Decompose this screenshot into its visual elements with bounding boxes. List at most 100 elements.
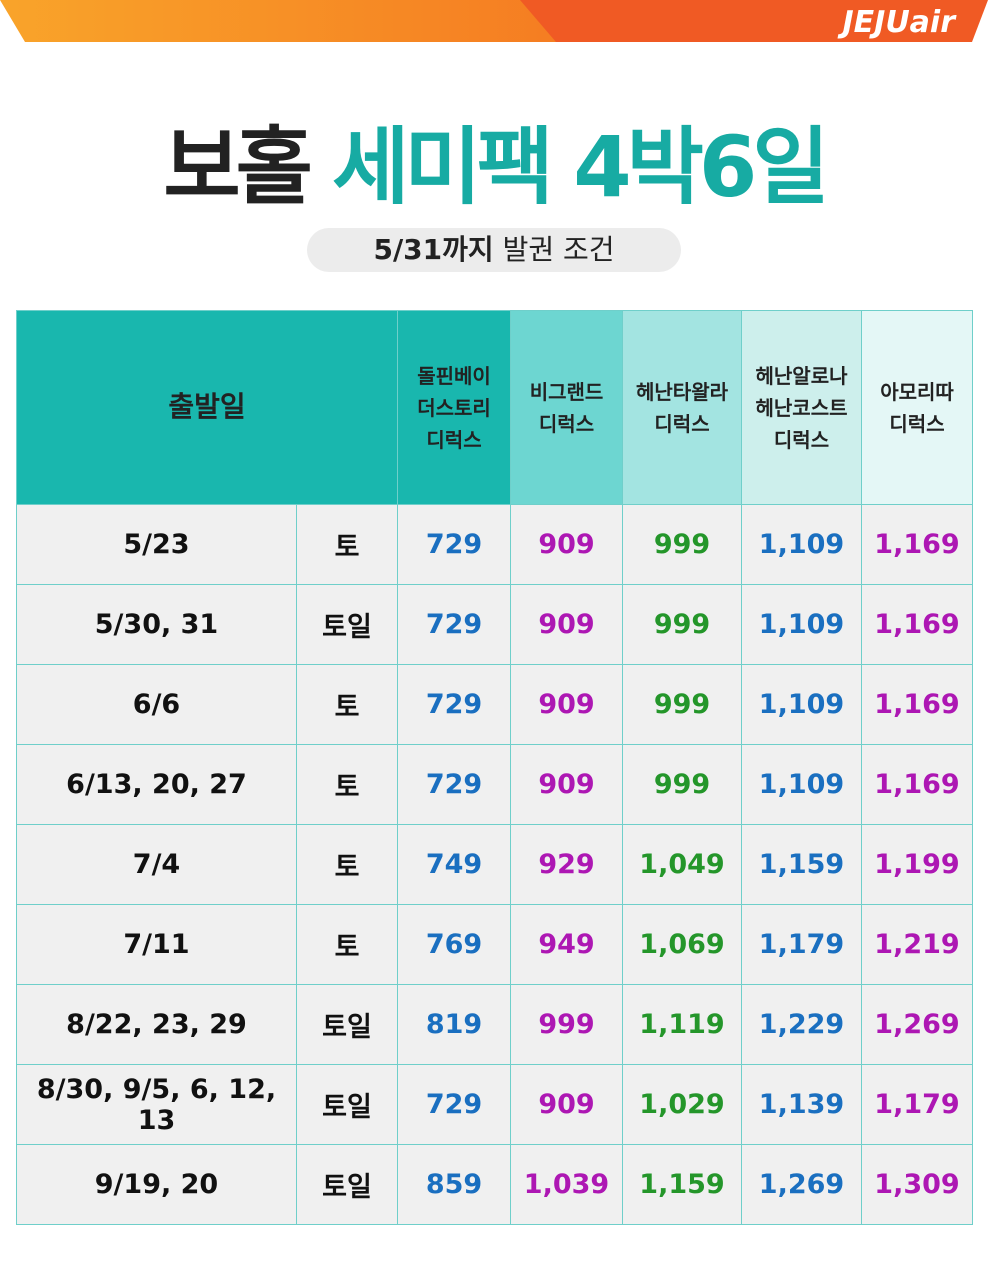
price-table: 출발일 돌핀베이 더스토리 디럭스 비그랜드 디럭스 헤난타왈라 디럭스 헤난알로나 헤난코스트 디… xyxy=(16,310,973,1225)
price-cell: 1,119 xyxy=(622,984,742,1065)
date-cell: 6/6 xyxy=(16,664,297,745)
table-row: 7/11 토 769 949 1,069 1,179 1,219 xyxy=(16,904,973,985)
table-row: 6/6 토 729 909 999 1,109 1,169 xyxy=(16,664,973,745)
table-row: 8/30, 9/5, 6, 12, 13 토일 729 909 1,029 1,139 1,… xyxy=(16,1064,973,1145)
date-cell: 7/4 xyxy=(16,824,297,905)
date-cell: 9/19, 20 xyxy=(16,1144,297,1225)
banner-brand-bg xyxy=(520,0,988,42)
price-cell: 729 xyxy=(397,504,511,585)
price-cell: 729 xyxy=(397,664,511,745)
header-cell: 출발일 xyxy=(16,310,398,505)
price-cell: 749 xyxy=(397,824,511,905)
date-cell: 7/11 xyxy=(16,904,297,985)
price-cell: 1,159 xyxy=(622,1144,742,1225)
subtitle: 5/31까지 발권 조건 xyxy=(307,228,681,272)
title-part: 세미팩 4박6일 xyxy=(332,118,830,216)
header-line: 디럭스 xyxy=(538,411,595,436)
day-cell: 토 xyxy=(296,904,398,985)
header-line: 디럭스 xyxy=(426,427,482,452)
table-row: 7/4 토 749 929 1,049 1,159 1,199 xyxy=(16,824,973,905)
price-cell: 999 xyxy=(510,984,623,1065)
table-row: 8/22, 23, 29 토일 819 999 1,119 1,229 1,269 xyxy=(16,984,973,1065)
price-cell: 1,069 xyxy=(622,904,742,985)
price-cell: 999 xyxy=(622,504,742,585)
table-row: 6/13, 20, 27 토 729 909 999 1,109 1,169 xyxy=(16,744,973,825)
price-cell: 1,109 xyxy=(741,664,862,745)
table-row: 5/30, 31 토일 729 909 999 1,109 1,169 xyxy=(16,584,973,665)
price-cell: 1,219 xyxy=(861,904,973,985)
day-cell: 토일 xyxy=(296,584,398,665)
header-line: 돌핀베이 xyxy=(417,363,491,388)
price-cell: 1,229 xyxy=(741,984,862,1065)
price-cell: 729 xyxy=(397,744,511,825)
banner-stripe xyxy=(0,0,560,42)
price-cell: 909 xyxy=(510,664,623,745)
title-part: 보홀 xyxy=(163,118,313,216)
price-cell: 1,169 xyxy=(861,664,973,745)
price-cell: 769 xyxy=(397,904,511,985)
price-cell: 949 xyxy=(510,904,623,985)
price-cell: 1,139 xyxy=(741,1064,862,1145)
day-cell: 토 xyxy=(296,744,398,825)
top-banner: JEJUair xyxy=(0,0,988,42)
price-cell: 999 xyxy=(622,664,742,745)
price-cell: 1,179 xyxy=(741,904,862,985)
header-line: 디럭스 xyxy=(773,427,830,452)
price-cell: 1,309 xyxy=(861,1144,973,1225)
price-cell: 1,049 xyxy=(622,824,742,905)
price-cell: 729 xyxy=(397,1064,511,1145)
date-cell: 8/30, 9/5, 6, 12, 13 xyxy=(16,1064,297,1145)
header-line: 헤난타왈라 xyxy=(636,379,728,404)
title: 보홀 세미팩 4박6일 xyxy=(0,100,988,221)
price-cell: 1,159 xyxy=(741,824,862,905)
price-cell: 999 xyxy=(622,744,742,825)
day-cell: 토일 xyxy=(296,1144,398,1225)
price-cell: 729 xyxy=(397,584,511,665)
day-cell: 토 xyxy=(296,824,398,905)
price-cell: 1,179 xyxy=(861,1064,973,1145)
day-cell: 토일 xyxy=(296,1064,398,1145)
header-line: 더스토리 xyxy=(417,395,491,420)
price-cell: 819 xyxy=(397,984,511,1065)
header-line: 헤난알로나 xyxy=(755,363,848,388)
day-cell: 토 xyxy=(296,664,398,745)
header-line: 헤난코스트 xyxy=(755,395,848,420)
price-cell: 1,269 xyxy=(861,984,973,1065)
price-cell: 929 xyxy=(510,824,623,905)
price-cell: 1,109 xyxy=(741,504,862,585)
table-row: 5/23 토 729 909 999 1,109 1,169 xyxy=(16,504,973,585)
price-cell: 909 xyxy=(510,1064,623,1145)
price-cell: 909 xyxy=(510,584,623,665)
price-cell: 909 xyxy=(510,504,623,585)
date-cell: 8/22, 23, 29 xyxy=(16,984,297,1065)
day-cell: 토 xyxy=(296,504,398,585)
price-cell: 1,109 xyxy=(741,584,862,665)
price-cell: 859 xyxy=(397,1144,511,1225)
header-line: 디럭스 xyxy=(889,411,945,436)
subtitle-bold: 5/31까지 xyxy=(373,233,494,266)
table-row: 9/19, 20 토일 859 1,039 1,159 1,269 1,309 xyxy=(16,1144,973,1225)
price-cell: 1,169 xyxy=(861,504,973,585)
price-cell: 999 xyxy=(622,584,742,665)
price-cell: 1,109 xyxy=(741,744,862,825)
date-cell: 6/13, 20, 27 xyxy=(16,744,297,825)
price-cell: 1,029 xyxy=(622,1064,742,1145)
price-cell: 909 xyxy=(510,744,623,825)
day-cell: 토일 xyxy=(296,984,398,1065)
header-line: 디럭스 xyxy=(654,411,710,436)
price-cell: 1,039 xyxy=(510,1144,623,1225)
subtitle-text: 발권 조건 xyxy=(502,233,615,266)
price-cell: 1,169 xyxy=(861,584,973,665)
date-cell: 5/30, 31 xyxy=(16,584,297,665)
date-cell: 5/23 xyxy=(16,504,297,585)
header-line: 아모리따 xyxy=(880,379,954,404)
price-cell: 1,199 xyxy=(861,824,973,905)
price-cell: 1,269 xyxy=(741,1144,862,1225)
header-line: 비그랜드 xyxy=(529,379,604,404)
price-cell: 1,169 xyxy=(861,744,973,825)
